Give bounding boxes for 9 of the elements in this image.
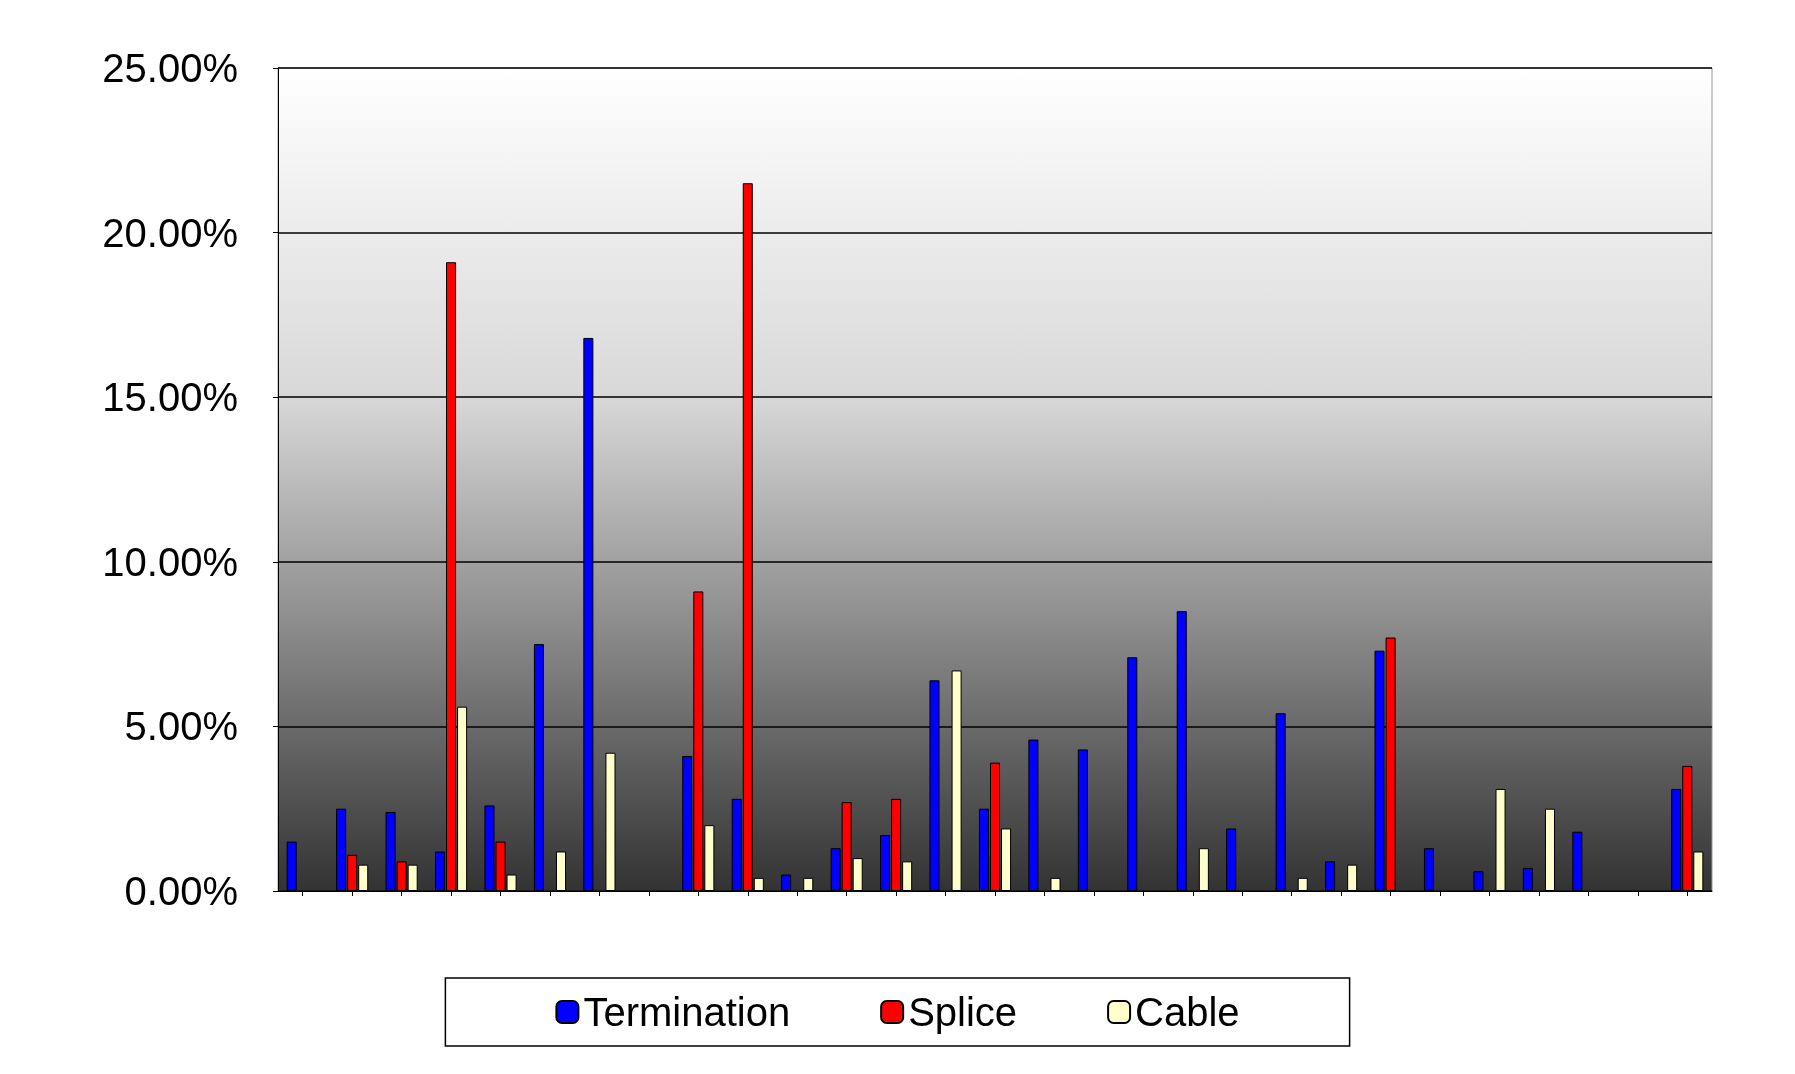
legend-label: Termination — [583, 990, 791, 1034]
y-tick-label: 20.00% — [102, 210, 238, 255]
y-tick-label: 25.00% — [102, 46, 238, 90]
y-tick-label: 15.00% — [102, 375, 238, 420]
y-tick-label: 10.00% — [102, 539, 238, 584]
legend-label: Cable — [1135, 990, 1240, 1034]
legend-label: Splice — [908, 990, 1018, 1034]
y-tick-label: 5.00% — [124, 704, 238, 749]
y-tick-label: 0.00% — [124, 869, 238, 913]
